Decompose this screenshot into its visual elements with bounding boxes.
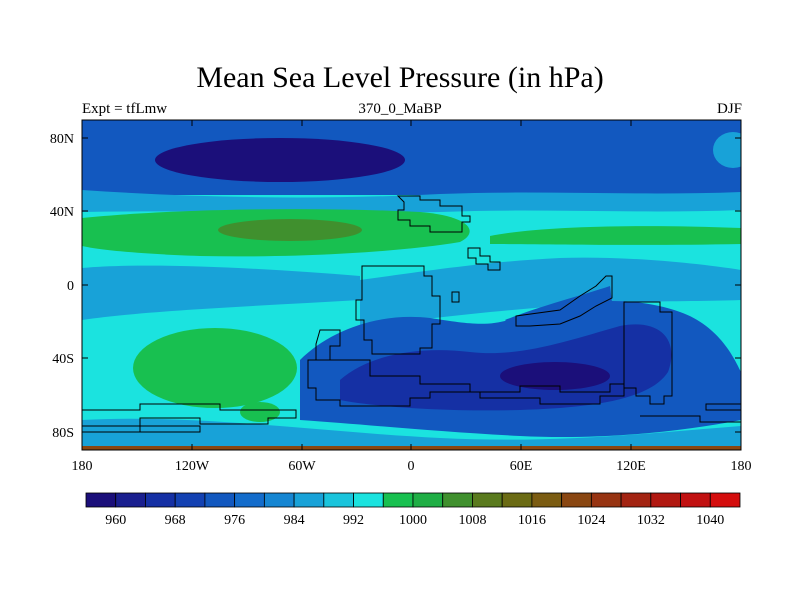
colorbar-swatch (472, 492, 503, 508)
field-south-belt (82, 418, 741, 450)
colorbar-label: 976 (224, 513, 245, 528)
coast-north-island (467, 247, 501, 271)
lon-label-180-east: 180 (731, 459, 752, 474)
pressure-field (82, 120, 741, 450)
colorbar-swatch (442, 492, 473, 508)
lat-label-80n: 80N (50, 132, 74, 147)
colorbar-swatch (709, 492, 741, 508)
coastlines (82, 195, 741, 433)
coast-central-continent (355, 265, 441, 355)
map-title: Mean Sea Level Pressure (in hPa) (196, 61, 604, 94)
field-south-low-core (500, 362, 610, 390)
colorbar-swatch (145, 492, 176, 508)
field-aleutian-low (155, 138, 405, 182)
colorbar-labels: 960 968 976 984 992 1000 1008 1016 1024 1032 1040 (105, 513, 724, 528)
colorbar-swatch (531, 492, 563, 508)
lon-ticks (191, 120, 632, 450)
colorbar (85, 492, 741, 508)
field-south-high-lobe (240, 402, 280, 422)
colorbar-label: 1024 (577, 513, 605, 528)
coast-east-island (515, 275, 613, 327)
lon-label-60e: 60E (510, 459, 533, 474)
colorbar-swatch (620, 492, 652, 508)
colorbar-swatch (650, 492, 681, 508)
lon-label-180-west: 180 (72, 459, 93, 474)
colorbar-label: 960 (105, 513, 126, 528)
colorbar-label: 968 (165, 513, 186, 528)
lon-tick-labels: 180 120W 60W 0 60E 120E 180 (72, 459, 752, 474)
colorbar-label: 1016 (518, 513, 546, 528)
coast-east-continent (623, 301, 673, 405)
period-label: 370_0_MaBP (358, 101, 442, 117)
lon-label-60w: 60W (288, 459, 316, 474)
colorbar-label: 1008 (458, 513, 486, 528)
experiment-label: Expt = tfLmw (82, 101, 168, 117)
colorbar-label: 1040 (696, 513, 724, 528)
field-south-low-mid (340, 324, 672, 411)
coast-southwest-strip (82, 425, 201, 433)
coast-south-continent (307, 359, 625, 407)
coast-north-continent (396, 195, 471, 233)
colorbar-swatch (353, 492, 384, 508)
coast-southeast-fragment (705, 403, 741, 411)
field-equatorial-west (82, 265, 360, 320)
lat-label-40n: 40N (50, 205, 74, 220)
field-south-spur (505, 286, 612, 330)
colorbar-label: 1032 (637, 513, 665, 528)
colorbar-swatch (412, 492, 444, 508)
colorbar-swatch (263, 492, 295, 508)
colorbar-swatch (293, 492, 325, 508)
coast-small-island (451, 291, 460, 303)
lat-label-80s: 80S (52, 426, 74, 441)
lat-tick-labels: 80N 40N 0 40S 80S (50, 132, 74, 441)
lat-label-0: 0 (67, 279, 74, 294)
coast-southwest-land (82, 403, 297, 427)
colorbar-label: 1000 (399, 513, 427, 528)
lon-label-120w: 120W (175, 459, 210, 474)
lat-ticks (82, 137, 741, 433)
colorbar-swatch (590, 492, 622, 508)
field-east-high (490, 226, 741, 245)
coast-southeast-strip (640, 415, 741, 423)
colorbar-swatch (680, 492, 711, 508)
colorbar-swatch (323, 492, 354, 508)
field-south-high (133, 328, 297, 408)
colorbar-swatch (115, 492, 146, 508)
lat-label-40s: 40S (52, 352, 74, 367)
coast-west-fragment (315, 329, 341, 361)
colorbar-swatch (204, 492, 236, 508)
colorbar-swatch (501, 492, 533, 508)
field-ne-patch (713, 132, 741, 168)
colorbar-label: 992 (343, 513, 364, 528)
colorbar-swatch (382, 492, 414, 508)
field-north-high-core (218, 219, 362, 241)
colorbar-swatch (234, 492, 265, 508)
colorbar-swatch (174, 492, 206, 508)
lon-label-0: 0 (408, 459, 415, 474)
colorbar-label: 984 (284, 513, 305, 528)
lon-label-120e: 120E (616, 459, 646, 474)
season-label: DJF (716, 101, 742, 117)
colorbar-swatch (561, 492, 592, 508)
colorbar-swatch (85, 492, 117, 508)
field-north-edge (82, 190, 741, 213)
field-equatorial-east (360, 257, 741, 326)
